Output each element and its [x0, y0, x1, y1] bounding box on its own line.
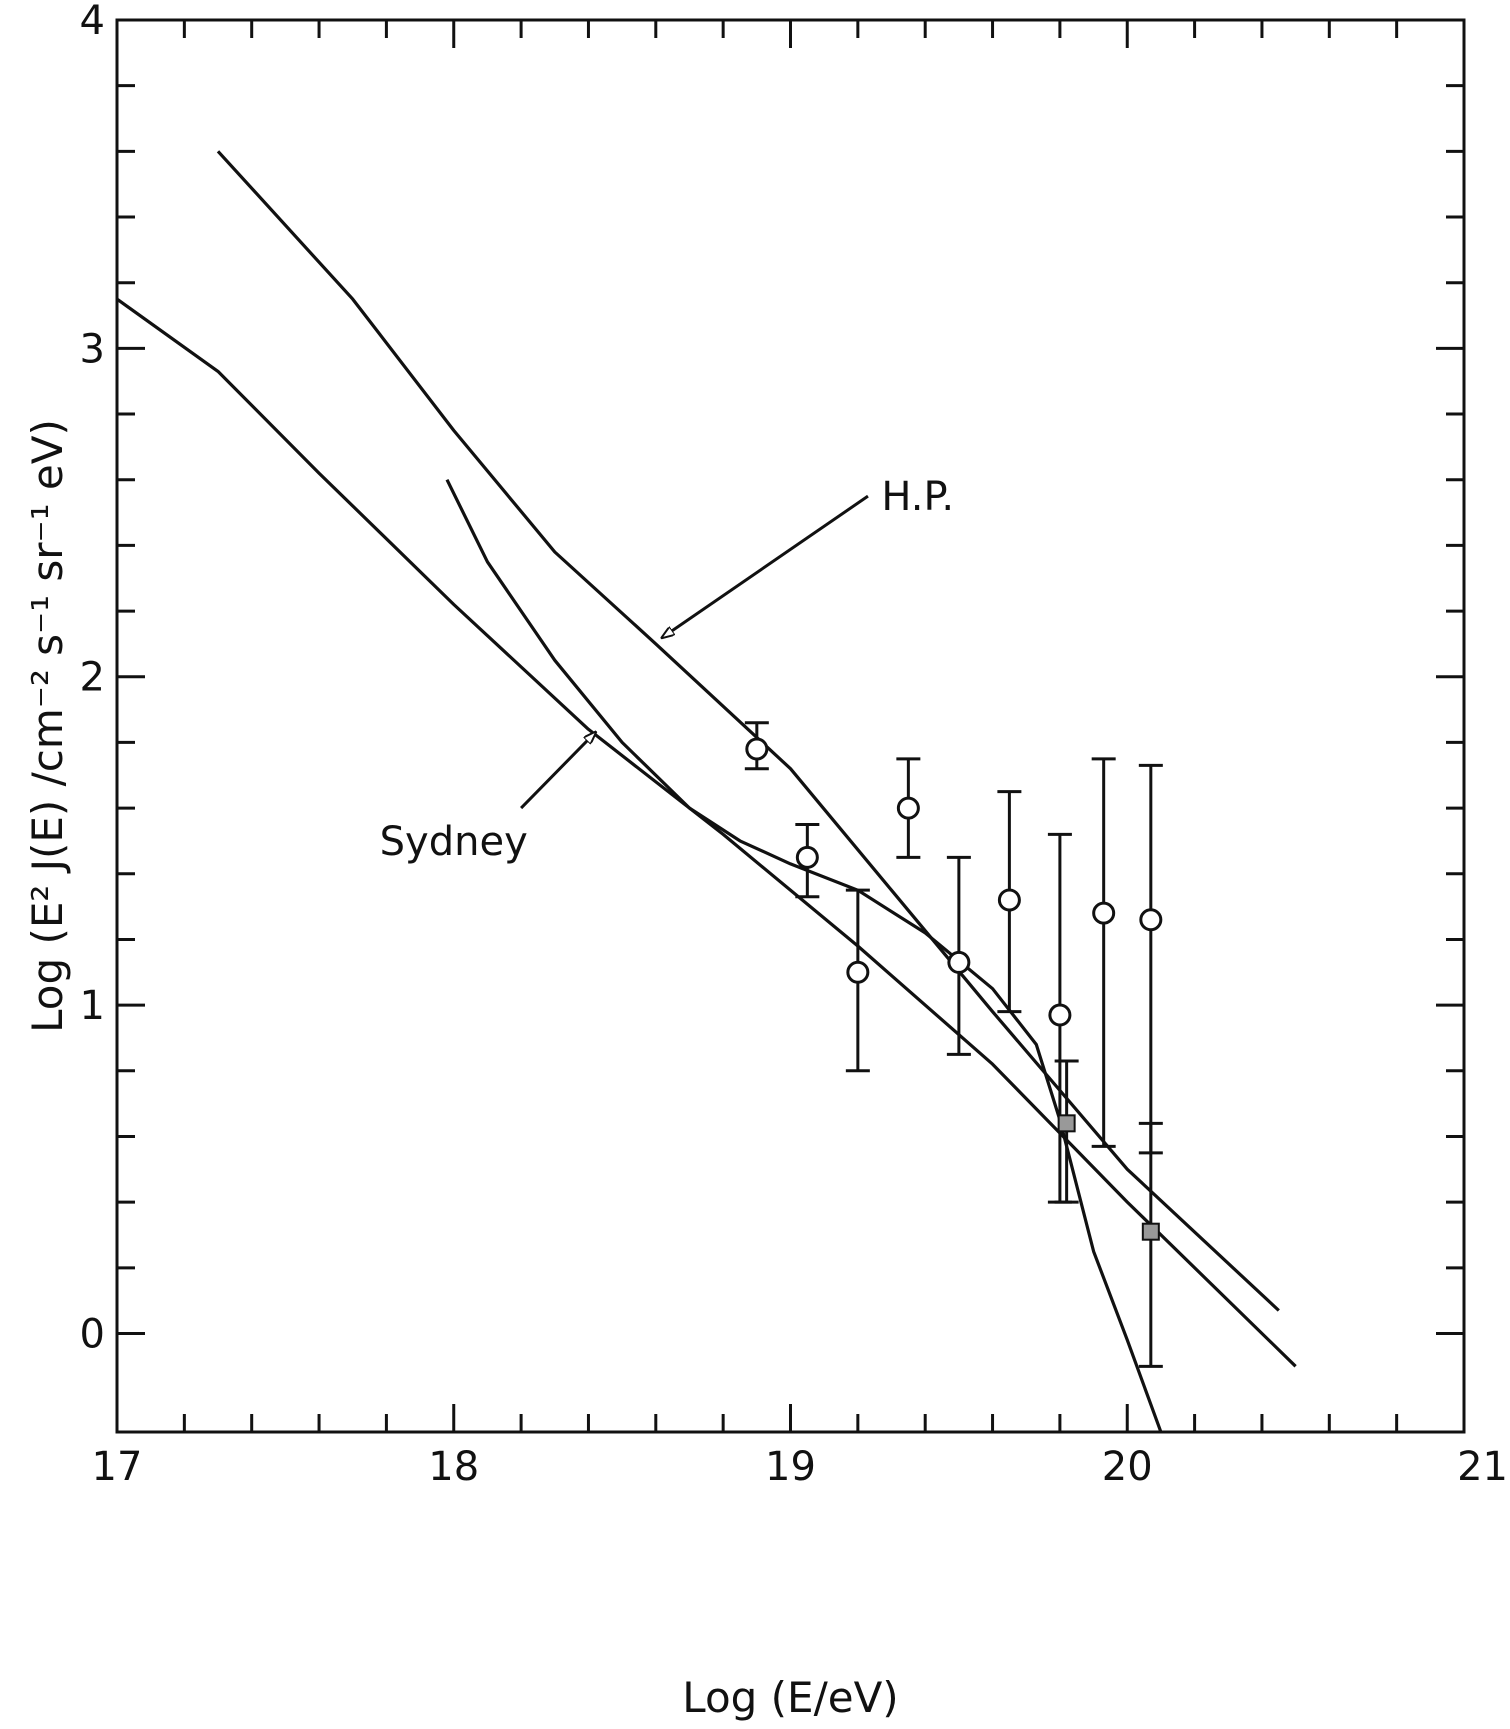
- data-point-circle: [1091, 757, 1116, 1148]
- plot-border: [115, 18, 1466, 1434]
- sydney-arrow: [520, 733, 595, 810]
- series-line-2: [445, 478, 1163, 1433]
- y-tick-label: 0: [80, 1311, 105, 1357]
- hp-label: H.P.: [881, 474, 954, 520]
- data-point-circle: [896, 757, 921, 859]
- y-tick-label: 1: [80, 983, 105, 1029]
- marker-circle: [1092, 901, 1116, 925]
- data-point-circle: [1138, 763, 1163, 1155]
- marker-circle: [947, 950, 971, 974]
- marker-square: [1141, 1222, 1160, 1241]
- x-axis-label: Log (E/eV): [682, 1673, 898, 1722]
- marker-circle: [1048, 1003, 1072, 1027]
- marker-circle: [846, 960, 870, 984]
- marker-circle: [896, 796, 920, 820]
- marker-square: [1057, 1114, 1076, 1133]
- hp-arrow: [663, 494, 869, 637]
- series-line-hp: [216, 150, 1280, 1312]
- data-point-square: [1054, 1059, 1079, 1204]
- data-points: [744, 721, 1163, 1368]
- data-point-circle: [845, 888, 870, 1073]
- data-point-circle: [744, 721, 769, 771]
- marker-circle: [997, 888, 1021, 912]
- series-line-sydney: [116, 297, 1297, 1368]
- series-lines: [116, 150, 1297, 1433]
- marker-circle: [745, 737, 769, 761]
- x-tick-label: 17: [92, 1444, 143, 1490]
- x-tick-label: 21: [1457, 1444, 1508, 1490]
- data-point-circle: [795, 823, 820, 899]
- data-point-circle: [997, 790, 1022, 1014]
- data-point-circle: [946, 855, 971, 1056]
- y-tick-label: 4: [80, 0, 105, 44]
- x-tick-label: 19: [765, 1444, 816, 1490]
- plot-frame: [115, 18, 1466, 1434]
- marker-circle: [795, 845, 819, 869]
- x-tick-label: 18: [428, 1444, 479, 1490]
- data-point-square: [1138, 1121, 1163, 1368]
- x-tick-label: 20: [1102, 1444, 1153, 1490]
- sydney-label: Sydney: [380, 819, 528, 865]
- marker-circle: [1139, 908, 1163, 932]
- axis-ticks: [115, 18, 1466, 1432]
- tick-labels: 17 18 19 20 21 0 1 2 3 4: [80, 0, 1508, 1490]
- y-tick-label: 2: [80, 655, 105, 701]
- y-axis-label: Log (E² J(E) /cm⁻² s⁻¹ sr⁻¹ eV): [23, 419, 72, 1033]
- annotations: H.P. Sydney: [380, 474, 954, 865]
- y-tick-label: 3: [80, 326, 105, 372]
